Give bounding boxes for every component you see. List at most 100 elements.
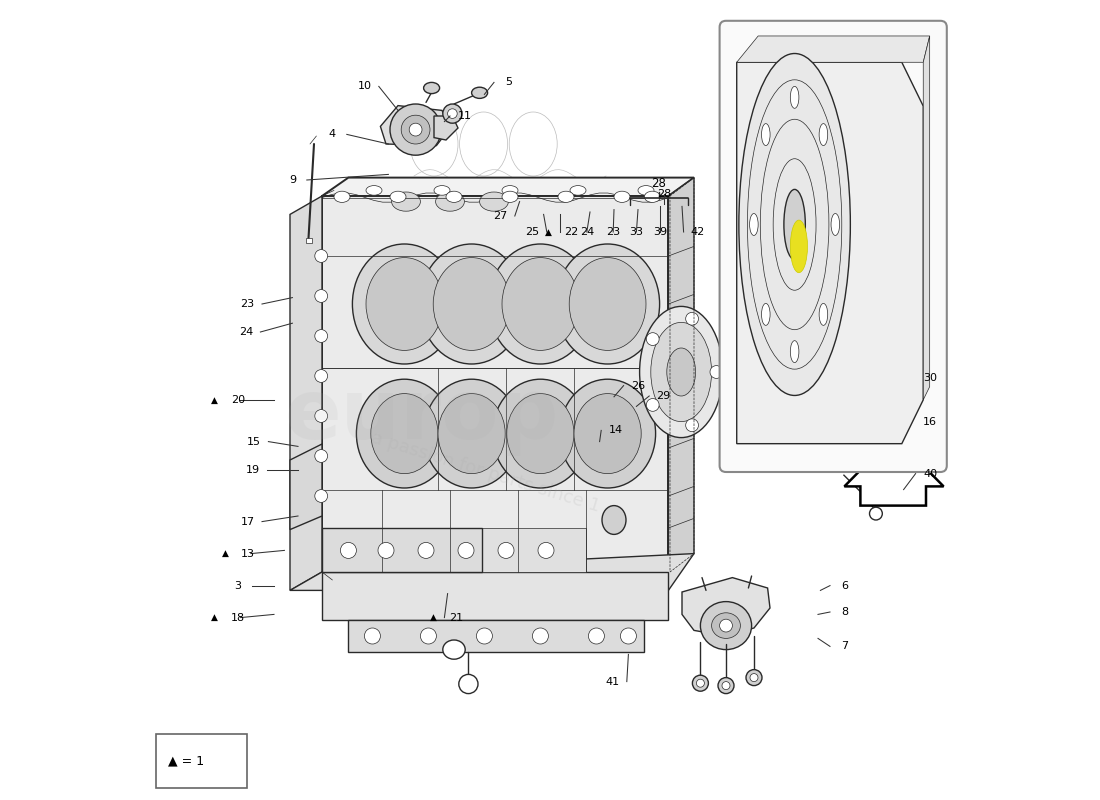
- Ellipse shape: [418, 542, 434, 558]
- Ellipse shape: [820, 124, 827, 146]
- Polygon shape: [322, 178, 694, 196]
- Text: 26: 26: [631, 381, 645, 390]
- Text: ▲: ▲: [430, 613, 437, 622]
- Ellipse shape: [532, 628, 549, 644]
- Ellipse shape: [480, 192, 508, 211]
- Text: ▲: ▲: [544, 227, 552, 237]
- Ellipse shape: [645, 191, 660, 202]
- Ellipse shape: [498, 542, 514, 558]
- Polygon shape: [322, 572, 669, 620]
- FancyBboxPatch shape: [155, 734, 246, 788]
- Text: a passion for parts since 1: a passion for parts since 1: [370, 429, 603, 515]
- Ellipse shape: [366, 258, 443, 350]
- Ellipse shape: [692, 675, 708, 691]
- Ellipse shape: [446, 191, 462, 202]
- Ellipse shape: [315, 370, 328, 382]
- Ellipse shape: [476, 628, 493, 644]
- Text: 33: 33: [629, 227, 644, 237]
- Ellipse shape: [869, 507, 882, 520]
- FancyBboxPatch shape: [719, 21, 947, 472]
- Ellipse shape: [424, 379, 519, 488]
- Ellipse shape: [722, 682, 730, 690]
- Ellipse shape: [340, 542, 356, 558]
- Ellipse shape: [364, 628, 381, 644]
- Text: 19: 19: [245, 466, 260, 475]
- Text: 9: 9: [289, 175, 296, 185]
- Polygon shape: [322, 528, 586, 572]
- Ellipse shape: [638, 186, 654, 195]
- Ellipse shape: [790, 220, 807, 273]
- Ellipse shape: [685, 312, 698, 325]
- Text: 3: 3: [234, 581, 242, 590]
- Ellipse shape: [419, 244, 524, 364]
- Ellipse shape: [710, 366, 723, 378]
- Ellipse shape: [712, 613, 740, 638]
- Ellipse shape: [667, 348, 695, 396]
- Polygon shape: [290, 196, 322, 590]
- Polygon shape: [434, 116, 458, 140]
- Polygon shape: [845, 436, 944, 506]
- Text: 23: 23: [606, 227, 620, 237]
- Text: 20: 20: [231, 395, 245, 405]
- Text: 29: 29: [657, 391, 671, 401]
- Polygon shape: [737, 62, 923, 444]
- Ellipse shape: [315, 490, 328, 502]
- Ellipse shape: [488, 244, 593, 364]
- Text: 17: 17: [241, 517, 255, 526]
- Polygon shape: [737, 36, 929, 62]
- Text: 27: 27: [493, 211, 507, 221]
- Text: 24: 24: [239, 327, 253, 337]
- Text: 40: 40: [923, 469, 937, 478]
- Text: 18: 18: [231, 613, 245, 622]
- Ellipse shape: [420, 628, 437, 644]
- Text: ▲ = 1: ▲ = 1: [168, 754, 205, 767]
- Text: 24: 24: [580, 227, 594, 237]
- Ellipse shape: [502, 186, 518, 195]
- Ellipse shape: [746, 670, 762, 686]
- Ellipse shape: [371, 394, 438, 474]
- Text: 28: 28: [651, 178, 667, 190]
- Ellipse shape: [620, 628, 637, 644]
- Text: 8: 8: [840, 607, 848, 617]
- Ellipse shape: [443, 104, 462, 123]
- Polygon shape: [322, 528, 482, 572]
- Ellipse shape: [315, 410, 328, 422]
- Ellipse shape: [390, 191, 406, 202]
- Text: 42: 42: [691, 227, 705, 237]
- Ellipse shape: [790, 341, 799, 362]
- Text: 7: 7: [840, 642, 848, 651]
- Ellipse shape: [560, 379, 656, 488]
- Text: 6: 6: [840, 581, 848, 590]
- Text: europ: europ: [285, 375, 559, 457]
- Ellipse shape: [438, 394, 505, 474]
- Polygon shape: [682, 578, 770, 636]
- Ellipse shape: [556, 244, 660, 364]
- Ellipse shape: [434, 186, 450, 195]
- Text: 5: 5: [505, 78, 512, 87]
- Text: 13: 13: [241, 549, 255, 558]
- Ellipse shape: [820, 303, 827, 326]
- Ellipse shape: [366, 186, 382, 195]
- Text: 10: 10: [358, 82, 372, 91]
- Ellipse shape: [750, 674, 758, 682]
- Text: 14: 14: [608, 426, 623, 435]
- Ellipse shape: [443, 640, 465, 659]
- Ellipse shape: [315, 250, 328, 262]
- Text: 16: 16: [923, 418, 937, 427]
- Ellipse shape: [424, 82, 440, 94]
- Ellipse shape: [719, 619, 733, 632]
- Text: 11: 11: [458, 111, 472, 121]
- Text: ▲: ▲: [222, 549, 229, 558]
- Ellipse shape: [749, 214, 758, 235]
- Ellipse shape: [459, 674, 478, 694]
- Polygon shape: [322, 196, 669, 572]
- Ellipse shape: [588, 628, 604, 644]
- Ellipse shape: [507, 394, 574, 474]
- Ellipse shape: [458, 542, 474, 558]
- Ellipse shape: [315, 330, 328, 342]
- Ellipse shape: [390, 104, 441, 155]
- Ellipse shape: [761, 124, 770, 146]
- Polygon shape: [669, 178, 694, 572]
- Ellipse shape: [356, 379, 452, 488]
- Ellipse shape: [832, 214, 839, 235]
